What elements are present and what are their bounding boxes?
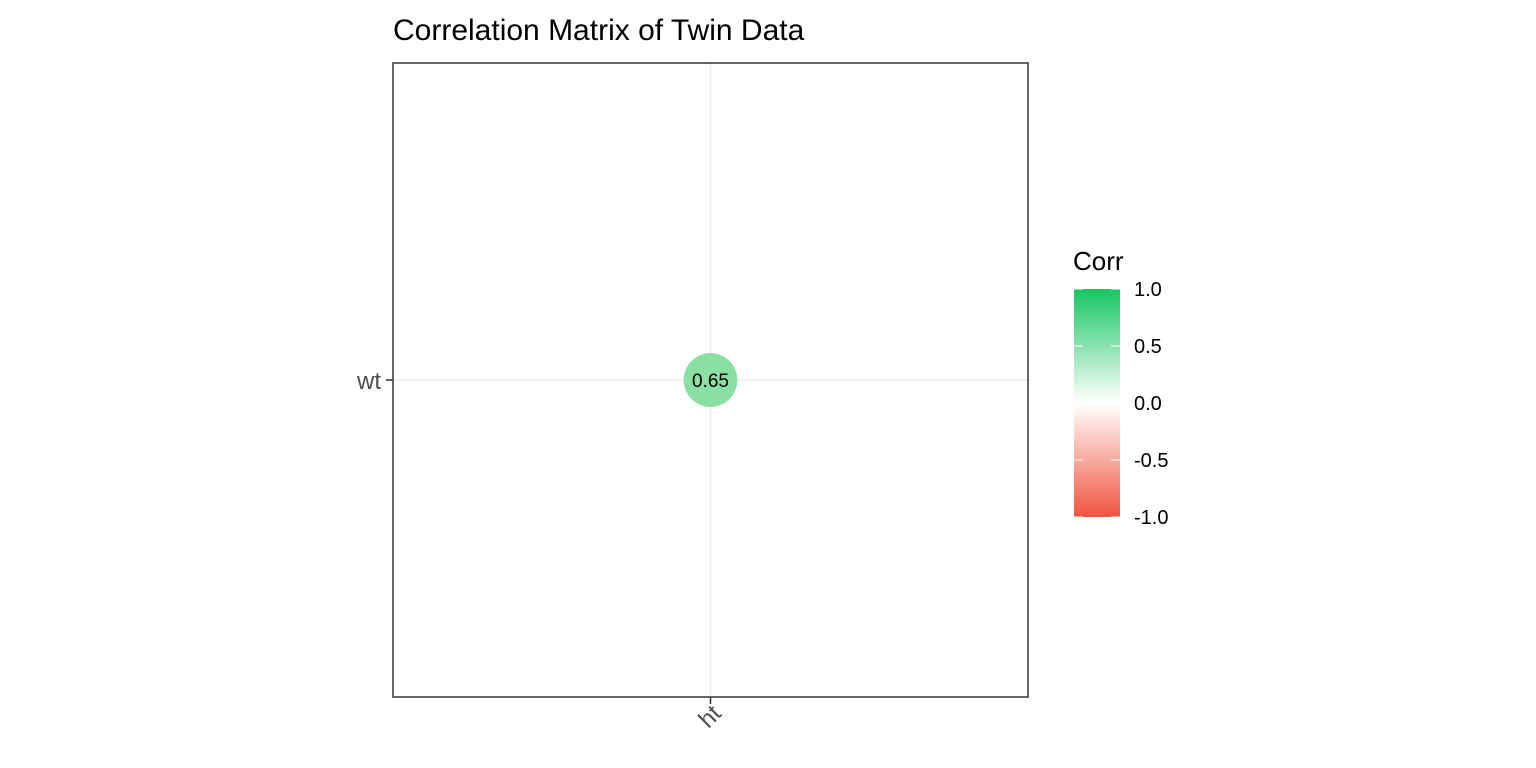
legend-tick-label: -0.5 xyxy=(1134,450,1168,472)
legend-tick-label: -1.0 xyxy=(1134,507,1168,529)
chart-title: Correlation Matrix of Twin Data xyxy=(393,14,805,47)
legend-ticks: 1.0 0.5 0.0 -0.5 -1.0 xyxy=(1074,279,1168,529)
legend-tick-label: 0.5 xyxy=(1134,336,1162,358)
legend-title: Corr xyxy=(1073,246,1124,276)
chart-marks: 0.65 xyxy=(683,353,738,407)
color-legend: Corr 1.0 0.5 0.0 -0.5 -1.0 xyxy=(1073,246,1168,529)
y-tick-label: wt xyxy=(356,368,381,395)
corr-value-label: 0.65 xyxy=(692,371,729,392)
legend-tick-label: 0.0 xyxy=(1134,393,1162,415)
x-tick-label: ht xyxy=(693,700,726,733)
legend-tick-label: 1.0 xyxy=(1134,279,1162,301)
corr-circle-ht-wt xyxy=(683,353,738,407)
